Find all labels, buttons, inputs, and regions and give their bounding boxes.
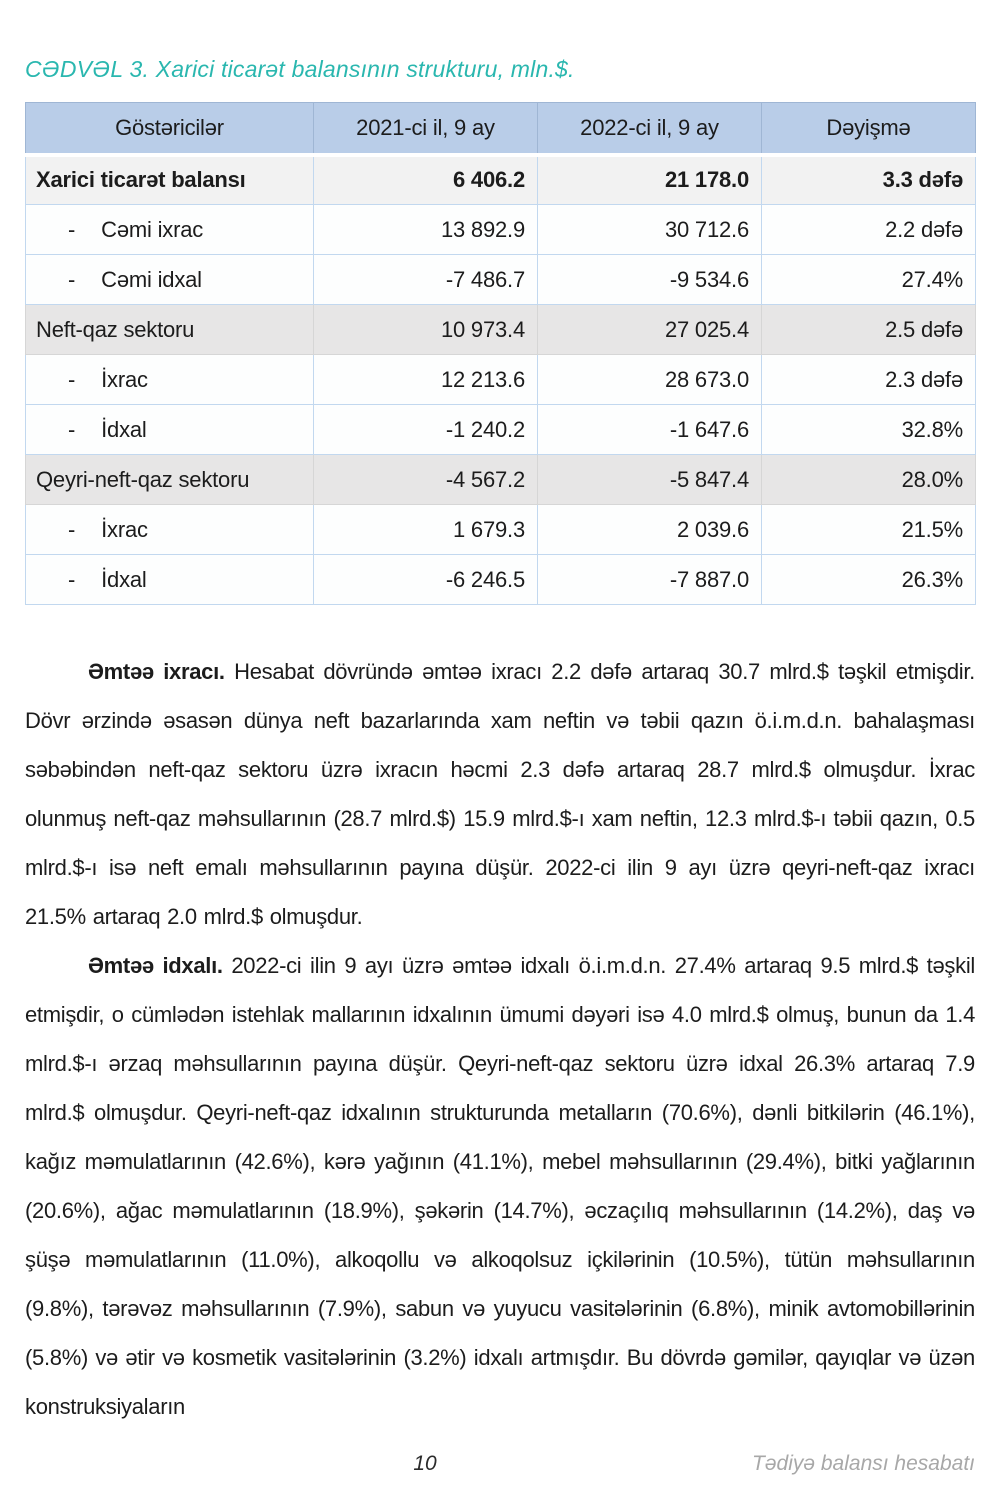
table-row: - İxrac 1 679.3 2 039.6 21.5% bbox=[25, 504, 976, 555]
paragraph-exports: Əmtəə ixracı. Hesabat dövründə əmtəə ixr… bbox=[25, 647, 975, 941]
header-indicators: Göstəricilər bbox=[25, 102, 314, 157]
list-dash: - bbox=[68, 266, 76, 292]
trade-balance-table: Göstəricilər 2021-ci il, 9 ay 2022-ci il… bbox=[25, 102, 976, 605]
value-2022: 21 178.0 bbox=[537, 154, 762, 205]
row-label: - Cəmi ixrac bbox=[25, 204, 314, 255]
list-dash: - bbox=[68, 516, 76, 542]
row-label: - Cəmi idxal bbox=[25, 254, 314, 305]
header-2021: 2021-ci il, 9 ay bbox=[313, 102, 538, 157]
paragraph-imports-body: 2022-ci ilin 9 ayı üzrə əmtəə idxalı ö.i… bbox=[25, 953, 976, 1419]
header-2022: 2022-ci il, 9 ay bbox=[537, 102, 762, 157]
table-row: - İxrac 12 213.6 28 673.0 2.3 dəfə bbox=[25, 354, 976, 405]
value-2022: 30 712.6 bbox=[537, 204, 762, 255]
table-row: Xarici ticarət balansı 6 406.2 21 178.0 3.3… bbox=[25, 154, 976, 205]
paragraph-exports-body: Hesabat dövründə əmtəə ixracı 2.2 dəfə a… bbox=[25, 659, 975, 929]
row-label: Qeyri-neft-qaz sektoru bbox=[25, 454, 314, 505]
table-header: Göstəricilər 2021-ci il, 9 ay 2022-ci il… bbox=[25, 102, 976, 157]
row-label: Xarici ticarət balansı bbox=[25, 154, 314, 205]
value-2021: 6 406.2 bbox=[313, 154, 538, 205]
value-2021: -7 486.7 bbox=[313, 254, 538, 305]
list-dash: - bbox=[68, 566, 76, 592]
table-caption: CƏDVƏL 3. Xarici ticarət balansının stru… bbox=[25, 56, 575, 82]
change-value: 21.5% bbox=[761, 504, 976, 555]
change-value: 27.4% bbox=[761, 254, 976, 305]
change-value: 26.3% bbox=[761, 554, 976, 605]
table-header-row: Göstəricilər 2021-ci il, 9 ay 2022-ci il… bbox=[25, 102, 976, 157]
value-2022: -9 534.6 bbox=[537, 254, 762, 305]
value-2021: 13 892.9 bbox=[313, 204, 538, 255]
value-2022: -1 647.6 bbox=[537, 404, 762, 455]
value-2022: -5 847.4 bbox=[537, 454, 762, 505]
list-dash: - bbox=[68, 366, 76, 392]
header-change: Dəyişmə bbox=[761, 102, 976, 157]
table-row: - Cəmi idxal -7 486.7 -9 534.6 27.4% bbox=[25, 254, 976, 305]
table-row: Neft-qaz sektoru 10 973.4 27 025.4 2.5 dəfə bbox=[25, 304, 976, 355]
value-2021: 12 213.6 bbox=[313, 354, 538, 405]
page-number: 10 bbox=[413, 1452, 437, 1475]
table-row: - İdxal -1 240.2 -1 647.6 32.8% bbox=[25, 404, 976, 455]
change-value: 3.3 dəfə bbox=[761, 154, 976, 205]
page-footer: 10 Tədiyə balansı hesabatı bbox=[25, 1452, 975, 1482]
value-2021: 1 679.3 bbox=[313, 504, 538, 555]
row-label: - İxrac bbox=[25, 354, 314, 405]
row-label: Neft-qaz sektoru bbox=[25, 304, 314, 355]
list-dash: - bbox=[68, 416, 76, 442]
paragraph-imports-lead: Əmtəə idxalı. bbox=[88, 953, 223, 978]
table-row: Qeyri-neft-qaz sektoru -4 567.2 -5 847.4 28… bbox=[25, 454, 976, 505]
list-dash: - bbox=[68, 216, 76, 242]
value-2021: 10 973.4 bbox=[313, 304, 538, 355]
value-2022: 27 025.4 bbox=[537, 304, 762, 355]
value-2022: 2 039.6 bbox=[537, 504, 762, 555]
row-label: - İdxal bbox=[25, 554, 314, 605]
change-value: 2.3 dəfə bbox=[761, 354, 976, 405]
value-2022: 28 673.0 bbox=[537, 354, 762, 405]
row-label: - İdxal bbox=[25, 404, 314, 455]
change-value: 2.5 dəfə bbox=[761, 304, 976, 355]
value-2021: -1 240.2 bbox=[313, 404, 538, 455]
paragraph-imports: Əmtəə idxalı. 2022-ci ilin 9 ayı üzrə əm… bbox=[25, 941, 975, 1431]
row-label: - İxrac bbox=[25, 504, 314, 555]
change-value: 32.8% bbox=[761, 404, 976, 455]
paragraph-exports-lead: Əmtəə ixracı. bbox=[88, 659, 225, 684]
value-2021: -4 567.2 bbox=[313, 454, 538, 505]
value-2022: -7 887.0 bbox=[537, 554, 762, 605]
table-row: - İdxal -6 246.5 -7 887.0 26.3% bbox=[25, 554, 976, 605]
table-body: Xarici ticarət balansı 6 406.2 21 178.0 3.3… bbox=[25, 154, 976, 605]
change-value: 28.0% bbox=[761, 454, 976, 505]
change-value: 2.2 dəfə bbox=[761, 204, 976, 255]
value-2021: -6 246.5 bbox=[313, 554, 538, 605]
table-row: - Cəmi ixrac 13 892.9 30 712.6 2.2 dəfə bbox=[25, 204, 976, 255]
report-title: Tədiyə balansı hesabatı bbox=[752, 1452, 975, 1475]
